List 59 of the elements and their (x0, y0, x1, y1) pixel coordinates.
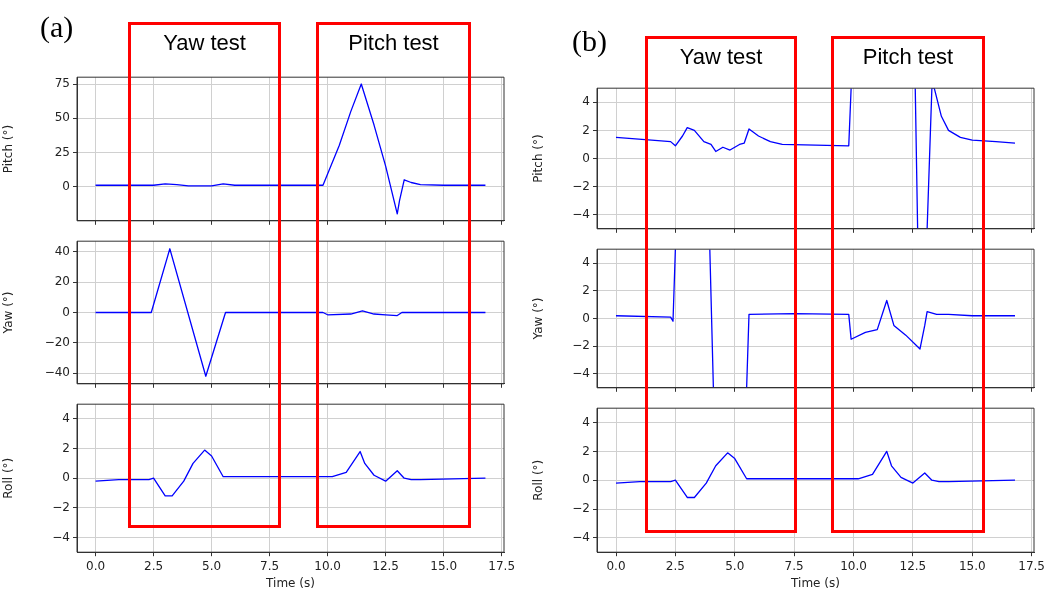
x-tick-label: 2.5 (144, 558, 164, 573)
y-tick-label: 40 (54, 243, 70, 258)
y-tick-label: 4 (582, 414, 590, 429)
x-tick-label: 0.0 (86, 558, 106, 573)
y-tick-label: 0 (582, 150, 590, 165)
x-tick-label: 5.0 (725, 558, 745, 573)
y-tick-label: 0 (582, 472, 590, 487)
y-tick-label: −20 (44, 334, 70, 349)
x-tick-label: 12.5 (372, 558, 400, 573)
x-tick-label: 12.5 (899, 558, 927, 573)
y-tick-label: 4 (582, 255, 590, 270)
y-axis-title: Yaw (°) (1, 291, 16, 335)
x-tick-label: 5.0 (202, 558, 222, 573)
y-tick-label: −4 (572, 366, 590, 381)
y-tick-label: −2 (572, 178, 590, 193)
text: (a) (40, 10, 74, 44)
x-axis-title: Time (s) (265, 575, 315, 590)
text: Pitch test (347, 30, 440, 56)
y-tick-label: 0 (582, 310, 590, 325)
text: Pitch test (861, 44, 955, 70)
x-axis-title: Time (s) (790, 575, 840, 590)
x-tick-label: 17.5 (1018, 558, 1045, 573)
y-axis-title: Yaw (°) (531, 297, 546, 341)
y-tick-label: 0 (62, 304, 70, 319)
y-tick-label: 2 (62, 440, 70, 455)
y-tick-label: 2 (582, 443, 590, 458)
y-tick-label: 75 (54, 76, 70, 91)
y-tick-label: 0 (62, 178, 70, 193)
text: Yaw test (162, 30, 247, 56)
text: Yaw test (678, 44, 764, 70)
y-tick-label: 50 (54, 110, 70, 125)
y-tick-label: −2 (52, 499, 70, 514)
y-tick-label: 25 (54, 144, 70, 159)
y-tick-label: 2 (582, 282, 590, 297)
x-tick-label: 17.5 (488, 558, 516, 573)
y-axis-title: Pitch (°) (531, 134, 546, 183)
x-tick-label: 15.0 (958, 558, 986, 573)
y-axis-title: Pitch (°) (1, 124, 16, 174)
y-tick-label: 20 (54, 274, 70, 289)
y-tick-label: 4 (582, 94, 590, 109)
x-tick-label: 7.5 (784, 558, 804, 573)
y-tick-label: −2 (572, 338, 590, 353)
x-tick-label: 10.0 (314, 558, 341, 573)
x-tick-label: 0.0 (606, 558, 626, 573)
y-axis-title: Roll (°) (531, 459, 546, 501)
y-tick-label: 0 (62, 470, 70, 485)
y-tick-label: 2 (582, 122, 590, 137)
y-tick-label: −4 (572, 529, 590, 544)
y-tick-label: 4 (62, 411, 70, 426)
text: (b) (572, 24, 607, 58)
y-tick-label: −4 (52, 529, 70, 544)
x-tick-label: 7.5 (260, 558, 280, 573)
x-tick-label: 2.5 (665, 558, 685, 573)
y-tick-label: −4 (572, 206, 590, 221)
y-axis-title: Roll (°) (1, 457, 16, 499)
y-tick-label: −2 (572, 501, 590, 516)
x-tick-label: 10.0 (840, 558, 867, 573)
x-tick-label: 15.0 (430, 558, 458, 573)
y-tick-label: −40 (44, 365, 70, 380)
